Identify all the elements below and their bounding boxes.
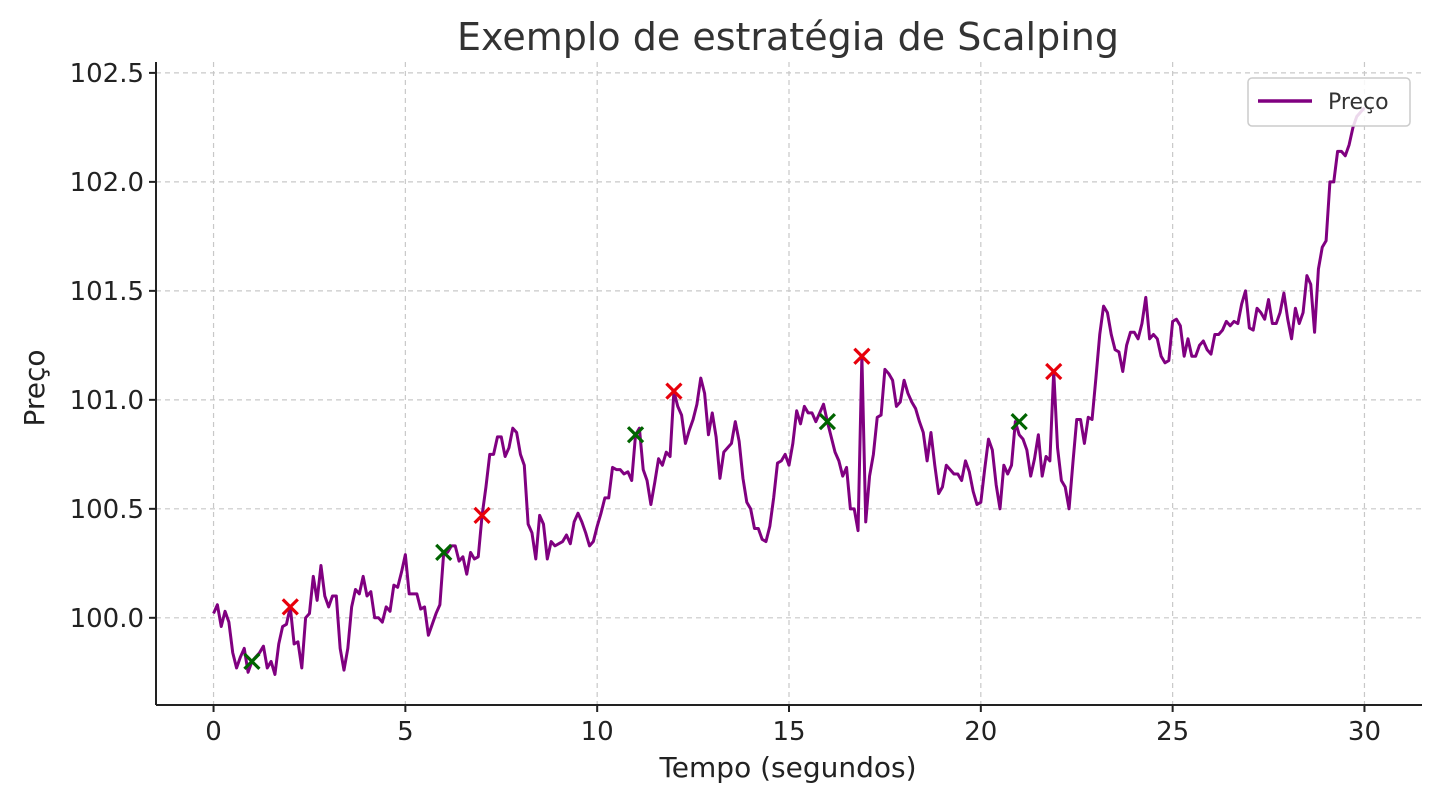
- legend-box: [1247, 77, 1411, 127]
- buy-marker: [1010, 413, 1028, 431]
- marker-layer: [243, 347, 1063, 671]
- x-tick-label: 10: [581, 717, 614, 747]
- buy-marker: [435, 543, 453, 562]
- x-tick-label: 15: [772, 717, 805, 747]
- y-tick-label: 101.0: [70, 386, 144, 416]
- y-tick-label: 102.0: [70, 168, 144, 198]
- buy-marker: [626, 426, 645, 444]
- chart-title: Exemplo de estratégia de Scalping: [457, 15, 1119, 59]
- x-tick-label: 0: [205, 717, 222, 747]
- legend-label-preco: Preço: [1328, 90, 1389, 115]
- x-tick-label: 25: [1156, 717, 1189, 747]
- x-tick-label: 5: [397, 717, 414, 747]
- x-axis-label: Tempo (segundos): [658, 751, 916, 784]
- sell-marker: [281, 598, 299, 616]
- buy-marker: [818, 413, 836, 431]
- series-line-0: [212, 106, 1366, 676]
- y-tick-label: 100.0: [70, 604, 144, 634]
- y-axis-label: Preço: [18, 349, 51, 426]
- grid: [156, 62, 1422, 705]
- x-tick-label: 20: [964, 717, 997, 747]
- sell-marker: [1045, 362, 1063, 381]
- buy-marker: [243, 652, 261, 671]
- axes: 0 5 10 15 20 25 30 100.0 100.5 101.0 101.5 102.0 102…: [70, 59, 1422, 747]
- sell-marker: [473, 506, 491, 525]
- x-tick-label: 30: [1348, 717, 1381, 747]
- legend: Preço: [1247, 77, 1411, 127]
- sell-marker: [853, 347, 871, 365]
- sell-marker: [665, 382, 683, 400]
- y-tick-label: 102.5: [70, 59, 144, 89]
- y-tick-label: 101.5: [70, 277, 144, 307]
- y-tick-label: 100.5: [70, 495, 144, 525]
- series-layer: [212, 106, 1366, 676]
